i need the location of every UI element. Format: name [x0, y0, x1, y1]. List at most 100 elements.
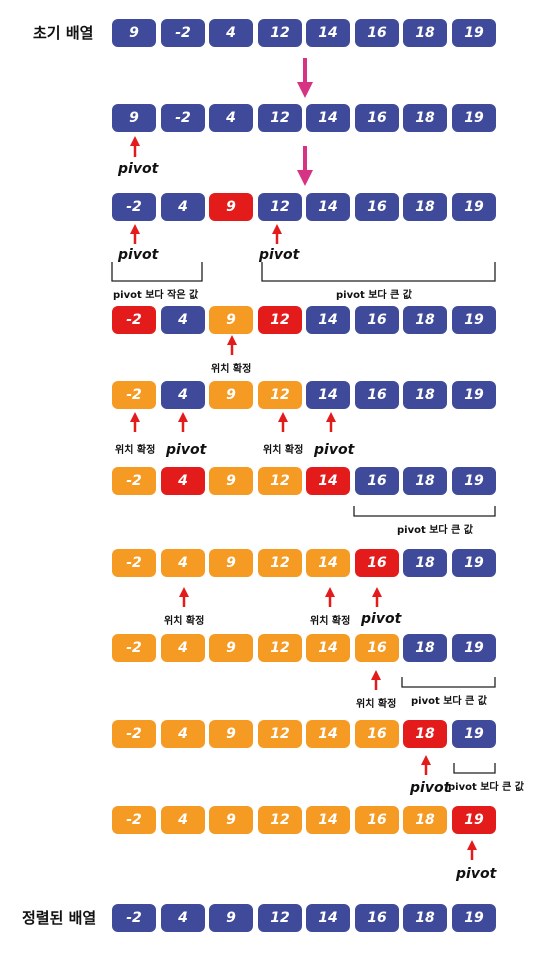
- larger-than-pivot-label-4: pivot 보다 큰 값: [448, 782, 524, 793]
- pivot-label-8: pivot: [456, 866, 497, 882]
- fixed-position-label-2: 위치 확정: [115, 445, 156, 456]
- array-cell: 4: [161, 720, 205, 748]
- array-cell: -2: [112, 306, 156, 334]
- array-cell: 19: [452, 19, 496, 47]
- array-cell: 14: [306, 19, 350, 47]
- array-cell: 19: [452, 720, 496, 748]
- array-cell: 9: [209, 806, 253, 834]
- bracket-larger-than-pivot-3: [401, 677, 496, 688]
- array-cell: 14: [306, 720, 350, 748]
- array-cell: 9: [209, 467, 253, 495]
- array-cell: 12: [258, 806, 302, 834]
- array-cell: 4: [161, 467, 205, 495]
- array-cell: 16: [355, 381, 399, 409]
- array-cell: -2: [112, 381, 156, 409]
- array-cell: 16: [355, 904, 399, 932]
- array-cell: -2: [112, 806, 156, 834]
- array-cell: 19: [452, 467, 496, 495]
- array-cell: 9: [209, 904, 253, 932]
- array-cell: 19: [452, 104, 496, 132]
- array-cell: 18: [403, 193, 447, 221]
- array-cell: 18: [403, 806, 447, 834]
- array-row-step-1: 9 -2 4 12 14 16 18 19: [112, 104, 502, 132]
- array-cell: 12: [258, 104, 302, 132]
- pivot-label-4: pivot: [166, 442, 207, 458]
- bracket-larger-than-pivot-4: [453, 763, 496, 774]
- array-row-step-6: -2 4 9 12 14 16 18 19: [112, 549, 502, 577]
- larger-than-pivot-label-2: pivot 보다 큰 값: [397, 525, 473, 536]
- array-cell: 14: [306, 104, 350, 132]
- array-cell: 12: [258, 904, 302, 932]
- array-cell: 19: [452, 634, 496, 662]
- array-cell: -2: [112, 467, 156, 495]
- array-cell: 4: [209, 104, 253, 132]
- array-cell: 12: [258, 19, 302, 47]
- array-cell: 16: [355, 193, 399, 221]
- array-cell: 18: [403, 467, 447, 495]
- bracket-larger-than-pivot-2: [353, 506, 496, 517]
- array-row-step-2: -2 4 9 12 14 16 18 19: [112, 193, 502, 221]
- array-cell: 9: [112, 104, 156, 132]
- fixed-position-label-5: 위치 확정: [310, 616, 351, 627]
- array-cell: 16: [355, 306, 399, 334]
- array-cell: -2: [112, 904, 156, 932]
- array-row-sorted: -2 4 9 12 14 16 18 19: [112, 904, 502, 932]
- array-cell: 12: [258, 634, 302, 662]
- array-cell: 4: [161, 306, 205, 334]
- array-row-step-8: -2 4 9 12 14 16 18 19: [112, 720, 502, 748]
- array-cell: 9: [112, 19, 156, 47]
- array-cell: 18: [403, 381, 447, 409]
- array-row-step-5: -2 4 9 12 14 16 18 19: [112, 467, 502, 495]
- array-row-step-7: -2 4 9 12 14 16 18 19: [112, 634, 502, 662]
- array-cell: 18: [403, 306, 447, 334]
- array-cell: 16: [355, 720, 399, 748]
- array-cell: 16: [355, 806, 399, 834]
- larger-than-pivot-label-1: pivot 보다 큰 값: [336, 290, 412, 301]
- array-row-step-3: -2 4 9 12 14 16 18 19: [112, 306, 502, 334]
- array-cell: -2: [161, 19, 205, 47]
- larger-than-pivot-label-3: pivot 보다 큰 값: [411, 696, 487, 707]
- array-cell: 4: [161, 904, 205, 932]
- sorted-array-label: 정렬된 배열: [22, 909, 97, 927]
- pivot-label-6: pivot: [361, 611, 402, 627]
- array-row-initial: 9 -2 4 12 14 16 18 19: [112, 19, 502, 47]
- array-cell: 18: [403, 104, 447, 132]
- pivot-label-2: pivot: [118, 247, 159, 263]
- array-cell: 18: [403, 634, 447, 662]
- array-cell: 18: [403, 19, 447, 47]
- array-cell: 12: [258, 467, 302, 495]
- array-cell: 9: [209, 381, 253, 409]
- initial-array-label: 초기 배열: [33, 24, 94, 42]
- array-cell: 18: [403, 720, 447, 748]
- pivot-label-5: pivot: [314, 442, 355, 458]
- array-cell: 18: [403, 904, 447, 932]
- array-cell: 16: [355, 634, 399, 662]
- array-cell: 4: [161, 806, 205, 834]
- array-cell: 4: [161, 381, 205, 409]
- array-cell: 14: [306, 904, 350, 932]
- array-cell: -2: [112, 193, 156, 221]
- bracket-smaller-than-pivot: [111, 262, 203, 282]
- fixed-position-label-6: 위치 확정: [356, 699, 397, 710]
- array-cell: 14: [306, 634, 350, 662]
- array-cell: 12: [258, 549, 302, 577]
- array-cell: 19: [452, 306, 496, 334]
- array-cell: 4: [161, 193, 205, 221]
- array-cell: 19: [452, 549, 496, 577]
- fixed-position-label-4: 위치 확정: [164, 616, 205, 627]
- bracket-larger-than-pivot-1: [261, 262, 496, 282]
- array-cell: 9: [209, 549, 253, 577]
- array-row-step-4: -2 4 9 12 14 16 18 19: [112, 381, 502, 409]
- array-cell: 9: [209, 306, 253, 334]
- array-cell: 4: [209, 19, 253, 47]
- array-cell: 12: [258, 381, 302, 409]
- array-cell: 9: [209, 720, 253, 748]
- array-cell: 12: [258, 193, 302, 221]
- fixed-position-label-1: 위치 확정: [211, 364, 252, 375]
- array-cell: 14: [306, 806, 350, 834]
- array-row-step-9: -2 4 9 12 14 16 18 19: [112, 806, 502, 834]
- array-cell: 19: [452, 904, 496, 932]
- array-cell: 14: [306, 193, 350, 221]
- array-cell: 14: [306, 306, 350, 334]
